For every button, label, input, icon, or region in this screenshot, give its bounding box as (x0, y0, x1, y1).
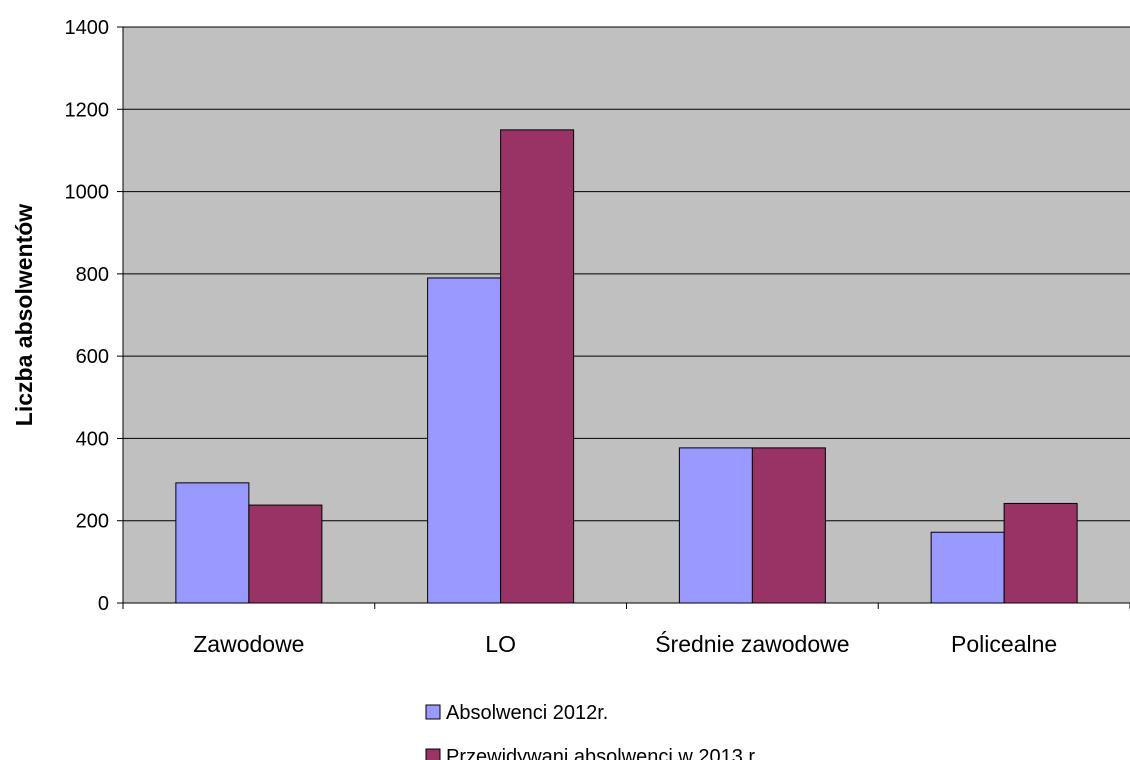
bar (751, 447, 826, 604)
y-tick-label: 0 (98, 593, 109, 615)
bar (427, 277, 502, 604)
x-category-label: LO (485, 631, 516, 657)
y-tick-label: 800 (76, 264, 109, 286)
x-category-label: Policealne (951, 631, 1057, 657)
legend-label: Przewidywani absolwenci w 2013 r. (446, 746, 760, 760)
ticks: 0 200 400 600 800 1000 1200 1400 (65, 17, 1130, 615)
legend-swatch (425, 748, 441, 760)
x-category-label: Średnie zawodowe (655, 630, 849, 657)
bar (1003, 502, 1078, 604)
y-tick-label: 1400 (65, 17, 110, 39)
bar (930, 531, 1005, 604)
legend: Absolwenci 2012r. Przewidywani absolwenci… (425, 702, 760, 760)
legend-swatch (425, 704, 441, 720)
y-axis-label: Liczba absolwentów (11, 204, 37, 426)
bar (175, 482, 250, 604)
y-tick-label: 200 (76, 511, 109, 533)
bar (248, 504, 323, 604)
y-tick-label: 400 (76, 428, 109, 450)
legend-label: Absolwenci 2012r. (446, 702, 608, 724)
y-tick-label: 1000 (65, 182, 110, 204)
bar (678, 447, 753, 604)
bar (500, 129, 575, 604)
y-tick-label: 600 (76, 346, 109, 368)
category-labels: Zawodowe LO Średnie zawodowe Policealne (193, 630, 1057, 657)
x-category-label: Zawodowe (193, 631, 304, 657)
y-tick-label: 1200 (65, 99, 110, 121)
